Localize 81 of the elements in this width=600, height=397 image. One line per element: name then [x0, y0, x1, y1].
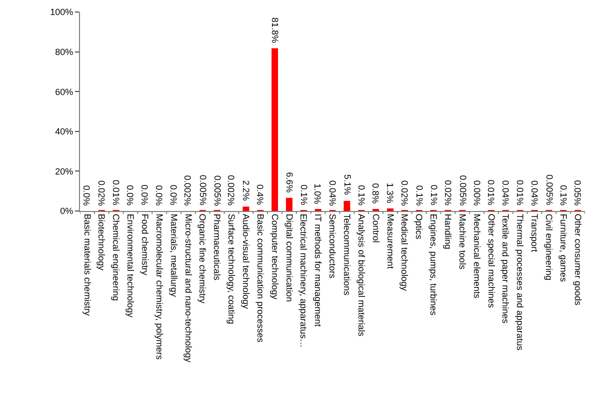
data-label: 0.02%: [96, 180, 107, 206]
data-label: 0.4%: [255, 184, 266, 205]
x-tick-label: Electrical machinery, apparatus…: [298, 214, 309, 348]
data-label: 0.002%: [226, 175, 236, 206]
data-label: 0.04%: [529, 180, 540, 206]
x-tick-label: Chemical engineering: [111, 214, 122, 301]
x-tick-label: Optics: [414, 214, 424, 240]
x-tick-label: Other consumer goods: [572, 214, 583, 306]
x-tick-label: Analysis of biological materials: [356, 214, 366, 337]
x-tick-label: Micro-structural and nano-technology: [183, 214, 194, 363]
bar: [386, 208, 394, 211]
data-label: 0.0%: [125, 185, 135, 206]
x-tick-label: Environmental technology: [126, 214, 136, 318]
y-tick-label: 80%: [55, 46, 74, 57]
data-label: 5.1%: [342, 174, 352, 195]
x-tick-label: Medical technology: [400, 214, 410, 292]
x-tick-label: Semiconductors: [328, 214, 338, 279]
data-label: 0.002%: [182, 175, 193, 206]
x-tick-label: Food chemistry: [140, 214, 150, 276]
data-label: 0.1%: [428, 184, 439, 206]
x-tick-label: Civil engineering: [544, 214, 554, 280]
x-tick-label: Audio-visual technology: [241, 214, 252, 310]
data-label: 0.005%: [458, 175, 468, 206]
y-tick-label: 20%: [55, 166, 74, 176]
y-tick-label: 60%: [55, 86, 74, 97]
data-label: 0.1%: [558, 184, 569, 206]
bar: [242, 206, 250, 211]
x-tick-label: Basic materials chemistry: [82, 214, 92, 316]
data-label: 6.6%: [284, 172, 295, 193]
bar: [344, 200, 350, 211]
bar: [272, 48, 278, 211]
data-label: 0.005%: [544, 174, 554, 206]
data-label: 0.1%: [414, 185, 424, 206]
x-tick-label: Digital communication: [284, 214, 294, 302]
x-tick-label: Handling: [443, 214, 454, 250]
x-tick-label: Textile and paper machines: [500, 214, 511, 324]
y-tick-label: 100%: [50, 7, 74, 18]
data-label: 0.0%: [154, 185, 164, 206]
data-label: 0.01%: [486, 180, 496, 206]
x-tick-label: Macromolecular chemistry, polymers: [154, 214, 164, 360]
x-tick-label: IT methods for management: [313, 214, 324, 328]
data-label: 81.8%: [270, 17, 280, 43]
x-tick-label: Pharmaceuticals: [212, 214, 222, 281]
data-label: 0.1%: [356, 184, 367, 206]
y-tick-label: 0%: [60, 206, 74, 216]
data-label: 2.2%: [241, 180, 252, 201]
bar: [286, 198, 292, 211]
x-tick-label: Biotechnology: [96, 214, 107, 271]
data-label: 0.8%: [370, 183, 381, 204]
data-label: 0.04%: [327, 180, 338, 206]
x-tick-label: Control: [370, 214, 381, 243]
data-label: 1.3%: [385, 182, 396, 204]
y-tick-label: 40%: [55, 126, 74, 137]
x-tick-label: Transport: [530, 214, 540, 252]
data-label: 0.1%: [298, 184, 309, 206]
data-label: 0.005%: [198, 174, 208, 206]
data-label: 0.0%: [168, 184, 178, 206]
x-tick-label: Telecommunications: [342, 214, 352, 296]
x-tick-label: Mechanical elements: [472, 214, 482, 299]
x-tick-label: Basic communication processes: [255, 214, 266, 343]
data-label: 0.01%: [515, 180, 526, 206]
x-tick-label: Surface technology, coating: [226, 214, 237, 324]
x-tick-label: Measurement: [385, 214, 396, 270]
x-tick-label: Computer technology: [270, 214, 280, 300]
data-label: 0.005%: [212, 175, 223, 206]
data-label: 0.02%: [400, 180, 410, 206]
x-tick-label: Engines, pumps, turbines: [428, 214, 439, 316]
data-label: 0.05%: [572, 180, 583, 206]
data-label: 1.0%: [312, 183, 323, 204]
data-label: 0.02%: [442, 180, 453, 206]
x-tick-label: Other special machines: [486, 214, 496, 308]
x-tick-label: Furniture, games: [558, 214, 568, 282]
data-label: 0.0%: [82, 185, 92, 206]
data-label: 0.04%: [500, 180, 511, 206]
x-tick-label: Organic fine chemistry: [198, 214, 208, 304]
data-label: 0.00%: [472, 180, 482, 206]
data-label: 0.01%: [111, 180, 122, 206]
data-label: 0.0%: [139, 184, 150, 206]
x-tick-label: Machine tools: [457, 214, 468, 270]
x-tick-label: Materials, metallurgy: [168, 214, 179, 298]
x-tick-label: Thermal processes and apparatus: [515, 214, 526, 351]
